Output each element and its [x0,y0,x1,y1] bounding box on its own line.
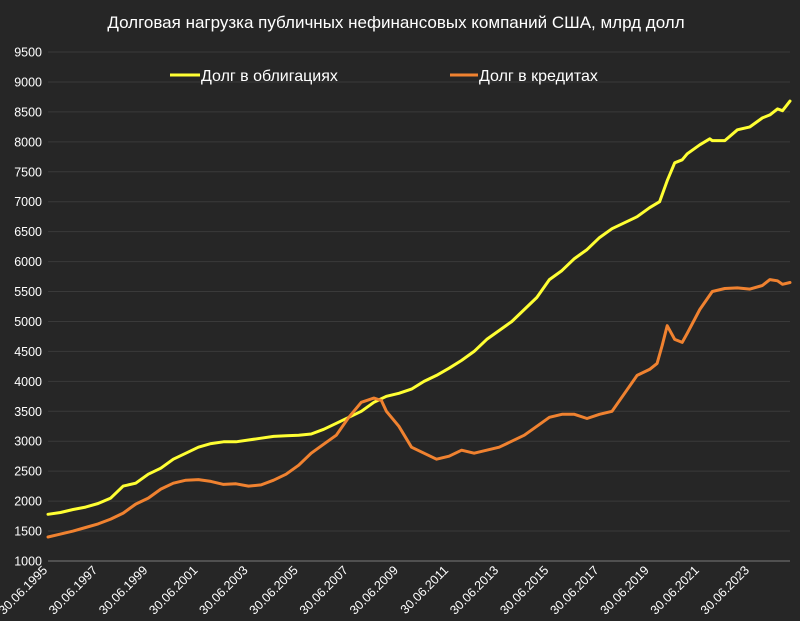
grid-lines [48,51,790,562]
x-tick-label: 30.06.2005 [247,563,301,617]
y-tick-label: 7000 [14,195,42,209]
y-tick-label: 1000 [14,555,42,569]
y-tick-label: 3500 [14,405,42,419]
y-tick-label: 4500 [14,345,42,359]
x-tick-label: 30.06.2019 [598,563,652,617]
series-line-loans [46,278,792,539]
x-tick-label: 30.06.1999 [96,563,150,617]
y-tick-label: 1500 [14,525,42,539]
x-axis-ticks: 30.06.199530.06.199730.06.199930.06.2001… [0,563,752,617]
y-tick-label: 6500 [14,225,42,239]
y-axis-ticks: 1000 1500 2000 2500 3000 3500 4000 4500 5000 5500… [14,46,42,569]
series-line-bonds [46,99,792,516]
y-tick-label: 2500 [14,465,42,479]
series-lines [46,99,792,539]
y-tick-label: 6000 [14,255,42,269]
x-tick-label: 30.06.2013 [447,563,501,617]
y-tick-label: 9000 [14,75,42,89]
legend: Долг в облигациях Долг в кредитах [170,68,598,85]
y-tick-label: 7500 [14,165,42,179]
y-tick-label: 8500 [14,105,42,119]
x-tick-label: 30.06.2003 [197,563,251,617]
x-tick-label: 30.06.2021 [648,563,702,617]
x-tick-label: 30.06.2007 [297,563,351,617]
x-tick-label: 30.06.1995 [0,563,50,617]
y-tick-label: 3000 [14,435,42,449]
y-tick-label: 4000 [14,375,42,389]
y-tick-label: 5000 [14,315,42,329]
y-tick-label: 8000 [14,135,42,149]
x-tick-label: 30.06.2015 [497,563,551,617]
x-tick-label: 30.06.2009 [347,563,401,617]
y-tick-label: 2000 [14,495,42,509]
x-tick-label: 30.06.2017 [547,563,601,617]
x-tick-label: 30.06.2023 [698,563,752,617]
x-tick-label: 30.06.1997 [46,563,100,617]
y-tick-label: 5500 [14,285,42,299]
y-tick-label: 9500 [14,46,42,60]
x-tick-label: 30.06.2001 [146,563,200,617]
chart-title: Долговая нагрузка публичных нефинансовых… [107,13,684,32]
legend-label-loans: Долг в кредитах [479,68,598,85]
x-tick-label: 30.06.2011 [398,563,452,617]
legend-label-bonds: Долг в облигациях [201,68,338,85]
